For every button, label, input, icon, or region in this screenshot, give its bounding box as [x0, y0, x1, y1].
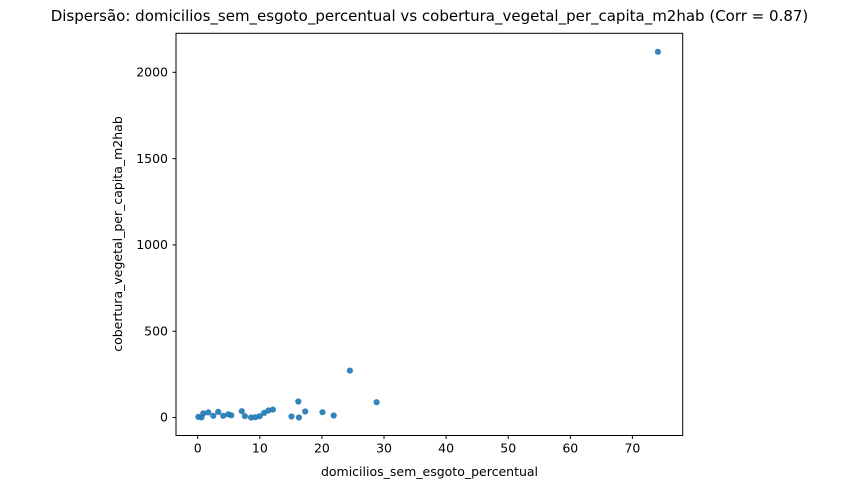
x-tick-label: 0	[194, 441, 202, 456]
y-axis-label: cobertura_vegetal_per_capita_m2hab	[110, 116, 125, 352]
data-point	[215, 408, 222, 415]
y-tick-label: 1500	[136, 151, 168, 166]
x-tick-label: 50	[500, 441, 516, 456]
y-tick-label: 0	[160, 410, 168, 425]
data-point	[302, 408, 309, 415]
data-point	[346, 367, 353, 374]
data-point	[200, 410, 207, 417]
x-tick-label: 40	[438, 441, 454, 456]
data-point	[205, 409, 212, 416]
data-point	[220, 412, 227, 419]
x-tick-label: 20	[314, 441, 330, 456]
plot-area: 0 10 20 30 40 50 60 70 0 500 1000 1500 2000	[136, 32, 684, 456]
data-point	[288, 413, 295, 420]
x-tick-label: 60	[562, 441, 578, 456]
data-point	[210, 412, 217, 419]
x-tick-label: 30	[376, 441, 392, 456]
data-point	[228, 412, 235, 419]
y-tick-label: 500	[144, 323, 168, 338]
data-point	[269, 406, 276, 413]
data-point	[256, 413, 263, 420]
data-point	[654, 48, 662, 55]
x-tick-label: 10	[252, 441, 268, 456]
data-point	[319, 409, 326, 416]
data-point	[248, 414, 255, 421]
x-tick-label: 70	[624, 441, 640, 456]
plot-border	[175, 32, 684, 437]
data-point	[330, 412, 337, 419]
data-point	[373, 399, 380, 406]
y-tick-label: 2000	[136, 65, 168, 80]
data-point	[295, 414, 302, 421]
data-point	[295, 398, 302, 405]
chart-title: Dispersão: domicilios_sem_esgoto_percent…	[51, 7, 809, 26]
y-tick-label: 1000	[136, 237, 168, 252]
data-point	[241, 413, 248, 420]
x-axis-label: domicilios_sem_esgoto_percentual	[321, 464, 538, 479]
data-point	[238, 408, 245, 415]
